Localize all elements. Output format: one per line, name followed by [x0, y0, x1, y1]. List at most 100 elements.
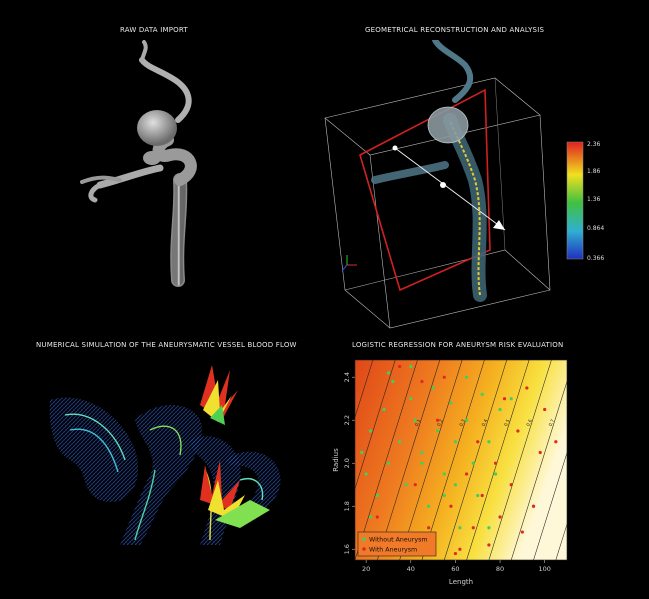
contour-line: [444, 360, 508, 560]
geometry-title: GEOMETRICAL RECONSTRUCTION AND ANALYSIS: [365, 26, 545, 34]
data-point: [375, 493, 379, 498]
x-tick-label: 60: [451, 565, 459, 573]
data-point: [480, 493, 484, 498]
data-point: [413, 418, 417, 422]
data-point: [398, 440, 402, 444]
contour-line: [578, 360, 640, 560]
flow-jet-top: [200, 365, 238, 425]
data-point: [464, 418, 469, 422]
data-point: [449, 504, 453, 508]
data-point: [487, 543, 491, 547]
data-point: [435, 429, 440, 433]
data-point: [538, 450, 542, 455]
contour-label: 0.1: [414, 418, 423, 427]
data-point: [375, 515, 379, 519]
data-point: [442, 375, 446, 379]
data-point: [531, 504, 536, 508]
data-point: [404, 483, 408, 487]
data-point: [360, 450, 364, 455]
data-point: [525, 386, 529, 390]
contour-line: [399, 360, 463, 560]
data-point: [420, 450, 424, 455]
data-point: [420, 461, 424, 465]
reconstruction-image: [324, 37, 551, 329]
data-point: [431, 386, 435, 390]
data-point: [458, 526, 462, 530]
data-point: [398, 364, 402, 369]
colorbar-gradient: [566, 141, 584, 260]
contour-label: 0.8: [570, 418, 579, 427]
legend-marker: [362, 547, 366, 551]
contour-line: [355, 360, 418, 560]
contour-line: [355, 360, 396, 490]
colorbar-label-max: 2.36: [587, 141, 601, 148]
data-point: [498, 407, 502, 412]
flow-jet-bottom: [200, 460, 270, 528]
flow-simulation-image: [49, 365, 281, 545]
data-point: [435, 418, 440, 422]
data-point: [409, 364, 413, 369]
data-point: [449, 401, 453, 405]
data-point: [476, 493, 480, 498]
y-tick-label: 2.2: [343, 415, 351, 425]
data-point: [364, 472, 368, 476]
simulation-panel: [40, 360, 300, 550]
aneurysm-sac: [137, 110, 177, 146]
data-point: [453, 483, 458, 487]
raw-data-title: RAW DATA IMPORT: [120, 26, 188, 34]
data-point: [498, 515, 502, 519]
data-point: [516, 429, 520, 433]
contour-label: 0.9: [592, 418, 601, 427]
legend-marker: [362, 537, 366, 541]
raw-vessel-image: [80, 40, 197, 287]
contour-line: [377, 360, 441, 560]
contour-line: [466, 360, 530, 560]
contour-line: [555, 523, 567, 560]
data-point: [493, 461, 498, 465]
contour-label: 0.2: [436, 418, 445, 427]
regression-title: LOGISTIC REGRESSION FOR ANEURYSM RISK EV…: [352, 341, 564, 349]
contour-label: 0.3: [458, 418, 467, 427]
data-point: [453, 551, 458, 556]
contour-label: 0.4: [481, 418, 490, 427]
data-point: [471, 461, 475, 465]
data-point: [502, 397, 507, 401]
x-tick-label: 100: [538, 565, 550, 573]
data-point: [458, 547, 462, 551]
data-point: [493, 472, 498, 476]
data-point: [487, 440, 491, 444]
x-tick-label: 80: [496, 565, 504, 573]
data-point: [509, 483, 513, 487]
colorbar-label-min: 0.366: [587, 255, 604, 262]
y-tick-label: 1.8: [343, 501, 351, 511]
y-tick-label: 2.4: [343, 372, 351, 382]
data-point: [369, 515, 373, 519]
data-point: [487, 526, 491, 530]
simulation-title: NUMERICAL SIMULATION OF THE ANEURYSMATIC…: [36, 341, 297, 349]
data-point: [464, 375, 469, 379]
data-point: [442, 472, 446, 476]
data-point: [427, 526, 431, 530]
contour-line: [533, 451, 567, 560]
contour-label: 0.6: [525, 418, 534, 427]
contour-line: [623, 360, 640, 560]
raw-vessel-panel: [60, 40, 280, 310]
colorbar-label: 1.86: [587, 168, 601, 175]
geometry-panel: [315, 37, 635, 330]
contour-line: [600, 360, 640, 560]
contour-line: [421, 360, 485, 560]
data-point: [520, 530, 524, 534]
legend-entry: With Aneurysm: [369, 547, 417, 554]
legend-entry: Without Aneurysm: [369, 537, 428, 544]
data-point: [442, 493, 446, 498]
data-point: [554, 440, 558, 444]
x-tick-label: 40: [407, 565, 415, 573]
data-point: [369, 429, 373, 433]
data-point: [386, 461, 391, 465]
data-point: [427, 504, 431, 508]
data-point: [413, 483, 417, 487]
data-point: [471, 526, 475, 530]
colorbar: 2.36 1.86 1.36 0.864 0.366: [565, 140, 625, 265]
y-tick-label: 1.6: [343, 544, 351, 554]
data-point: [391, 379, 395, 384]
